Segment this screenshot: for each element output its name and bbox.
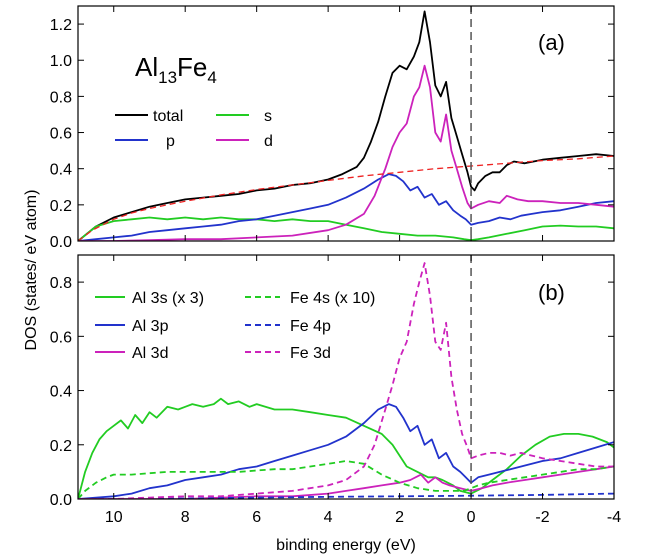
legend-entry-p: p bbox=[115, 133, 175, 150]
panel-b-legend: Al 3s (x 3) Fe 4s (x 10) Al 3p Fe 4p Al … bbox=[95, 290, 375, 362]
legend-label-total: total bbox=[153, 108, 183, 125]
panel-a-ytick-label: 0.4 bbox=[50, 162, 72, 179]
panel-a-frame bbox=[77, 5, 615, 242]
legend-label-al-3d: Al 3d bbox=[132, 345, 168, 362]
legend-entry-al-3d: Al 3d bbox=[95, 345, 168, 362]
legend-entry-d: d bbox=[216, 133, 273, 150]
x-axis-title: binding energy (eV) bbox=[276, 537, 416, 554]
panel-a-series bbox=[78, 10, 614, 241]
panel-b-series-fe-4p bbox=[78, 492, 614, 499]
panel-a-ytick-label: 0.6 bbox=[50, 126, 72, 143]
panel-b-frame bbox=[77, 254, 615, 500]
panel-a-series-s bbox=[78, 216, 614, 241]
panel-b-xtick-label: 4 bbox=[324, 509, 333, 526]
legend-entry-fe-4s: Fe 4s (x 10) bbox=[245, 290, 375, 307]
panel-a-ytick-label: 1.2 bbox=[50, 17, 72, 34]
legend-label-p: p bbox=[166, 133, 175, 150]
legend-label-al-3s: Al 3s (x 3) bbox=[132, 290, 204, 307]
panel-a-compound-label: Al13Fe4 bbox=[135, 52, 217, 87]
panel-a: 0.0 0.2 0.4 0.6 0.8 1.0 1.2 Al13Fe4 (a) total … bbox=[50, 5, 615, 251]
panel-b-series-fe-3d bbox=[78, 262, 614, 499]
legend-entry-al-3p: Al 3p bbox=[95, 318, 169, 335]
panel-b-series-al-3d bbox=[78, 465, 614, 499]
panel-a-ytick-label: 0.0 bbox=[50, 234, 72, 251]
panel-b-ytick-label: 0.0 bbox=[50, 492, 72, 509]
panel-b-label: (b) bbox=[538, 280, 565, 305]
panel-b-series-al-3s-x-3 bbox=[78, 397, 614, 499]
panel-b-series-al-3p bbox=[78, 403, 614, 499]
panel-b-xtick-label: 2 bbox=[395, 509, 404, 526]
panel-a-label: (a) bbox=[538, 30, 565, 55]
panel-b-series-fe-4s-x-10 bbox=[78, 460, 614, 499]
legend-entry-fe-3d: Fe 3d bbox=[245, 345, 331, 362]
legend-entry-al-3s: Al 3s (x 3) bbox=[95, 290, 204, 307]
panel-a-series-p bbox=[78, 173, 614, 241]
legend-label-al-3p: Al 3p bbox=[132, 318, 169, 335]
panel-a-series-d bbox=[78, 64, 614, 241]
panel-b-ytick-label: 0.6 bbox=[50, 329, 72, 346]
legend-entry-fe-4p: Fe 4p bbox=[245, 318, 331, 335]
legend-entry-total: total bbox=[115, 108, 183, 125]
panel-b-xtick-label: 8 bbox=[181, 509, 190, 526]
panel-a-ytick-label: 0.8 bbox=[50, 89, 72, 106]
legend-label-fe-4p: Fe 4p bbox=[290, 318, 331, 335]
panel-b-xtick-label: -4 bbox=[607, 509, 621, 526]
legend-label-d: d bbox=[264, 133, 273, 150]
panel-a-ytick-label: 1.0 bbox=[50, 53, 72, 70]
panel-a-ticks: 0.0 0.2 0.4 0.6 0.8 1.0 1.2 bbox=[50, 6, 615, 251]
panel-a-ytick-label: 0.2 bbox=[50, 198, 72, 215]
panel-b-ytick-label: 0.2 bbox=[50, 438, 72, 455]
panel-a-series-reference-4 bbox=[78, 155, 614, 241]
panel-b-xtick-label: 0 bbox=[467, 509, 476, 526]
panel-b-xtick-label: 6 bbox=[252, 509, 261, 526]
panel-b-ytick-label: 0.4 bbox=[50, 384, 72, 401]
panel-b-xtick-label: 10 bbox=[105, 509, 123, 526]
legend-label-s: s bbox=[264, 108, 272, 125]
legend-label-fe-4s: Fe 4s (x 10) bbox=[290, 290, 375, 307]
panel-b-ticks: 0.0 0.2 0.4 0.6 0.8 10 8 6 4 2 0 -2 -4 bbox=[50, 255, 621, 526]
panel-b-ytick-label: 0.8 bbox=[50, 275, 72, 292]
panel-b: 0.0 0.2 0.4 0.6 0.8 10 8 6 4 2 0 -2 -4 (b) Al 3s (x … bbox=[50, 254, 621, 526]
panel-a-series-total bbox=[78, 10, 614, 241]
panel-a-legend: total s p d bbox=[115, 108, 273, 150]
panel-b-xtick-label: -2 bbox=[535, 509, 549, 526]
y-axis-title: DOS (states/ eV atom) bbox=[23, 190, 40, 351]
legend-label-fe-3d: Fe 3d bbox=[290, 345, 331, 362]
legend-entry-s: s bbox=[216, 108, 272, 125]
